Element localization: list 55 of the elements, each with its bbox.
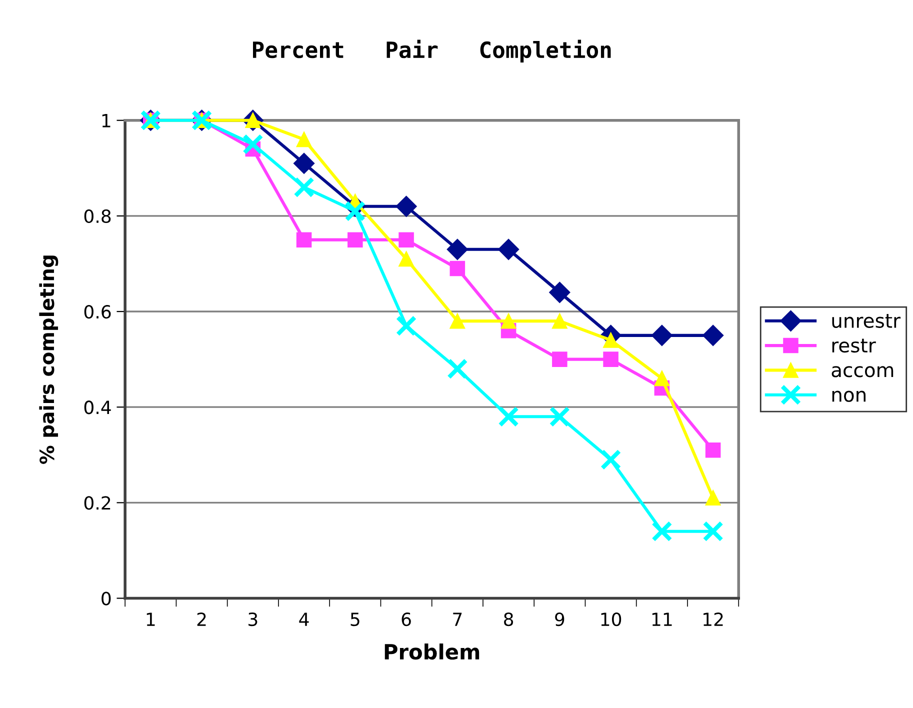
point — [446, 238, 468, 260]
x-tick-label: 8 — [504, 612, 514, 626]
point — [705, 442, 721, 458]
point — [702, 324, 724, 346]
legend-label: restr — [832, 338, 876, 353]
point — [450, 313, 466, 329]
x-axis-title: Problem — [384, 644, 480, 660]
point — [396, 315, 417, 336]
point — [398, 232, 414, 248]
x-tick-label: 3 — [248, 612, 258, 626]
point — [296, 232, 312, 248]
point — [242, 134, 264, 155]
x-tick-label: 7 — [453, 612, 462, 626]
point — [294, 176, 314, 198]
point — [600, 449, 622, 470]
y-tick-label: 0.8 — [84, 209, 111, 224]
point — [450, 260, 466, 276]
point — [654, 370, 670, 386]
point — [549, 406, 570, 428]
point — [398, 251, 414, 267]
y-tick-label: 0 — [102, 592, 111, 606]
x-tick-label: 6 — [402, 612, 411, 626]
point — [651, 324, 672, 346]
y-axis-title: % pairs completing — [39, 256, 58, 464]
point — [500, 313, 516, 329]
x-tick-label: 11 — [652, 612, 672, 626]
chart-title: Percent Pair Completion — [252, 40, 611, 62]
x-tick-label: 10 — [601, 612, 622, 626]
x-tick-label: 9 — [555, 612, 564, 626]
point — [552, 352, 568, 367]
x-tick-label: 4 — [299, 612, 309, 626]
point — [652, 520, 672, 542]
x-tick-label: 5 — [350, 612, 360, 626]
point — [549, 282, 570, 303]
x-tick-label: 12 — [704, 612, 723, 626]
point — [296, 132, 312, 148]
legend-label: non — [832, 390, 866, 402]
point — [294, 152, 315, 174]
point — [498, 406, 519, 428]
y-tick-label: 1 — [102, 114, 110, 128]
point — [498, 238, 520, 260]
x-tick-label: 1 — [146, 612, 155, 626]
y-tick-label: 0.4 — [84, 400, 111, 414]
y-tick-label: 0.2 — [84, 496, 110, 510]
legend-label: unrestr — [832, 314, 901, 328]
point — [603, 352, 618, 367]
point — [446, 358, 468, 380]
point — [348, 232, 363, 248]
point — [702, 520, 724, 542]
point — [396, 196, 417, 217]
y-tick-label: 0.6 — [84, 304, 111, 319]
x-tick-label: 2 — [197, 612, 206, 626]
point — [705, 490, 721, 506]
point — [552, 313, 568, 329]
legend-label: accom — [832, 366, 894, 378]
